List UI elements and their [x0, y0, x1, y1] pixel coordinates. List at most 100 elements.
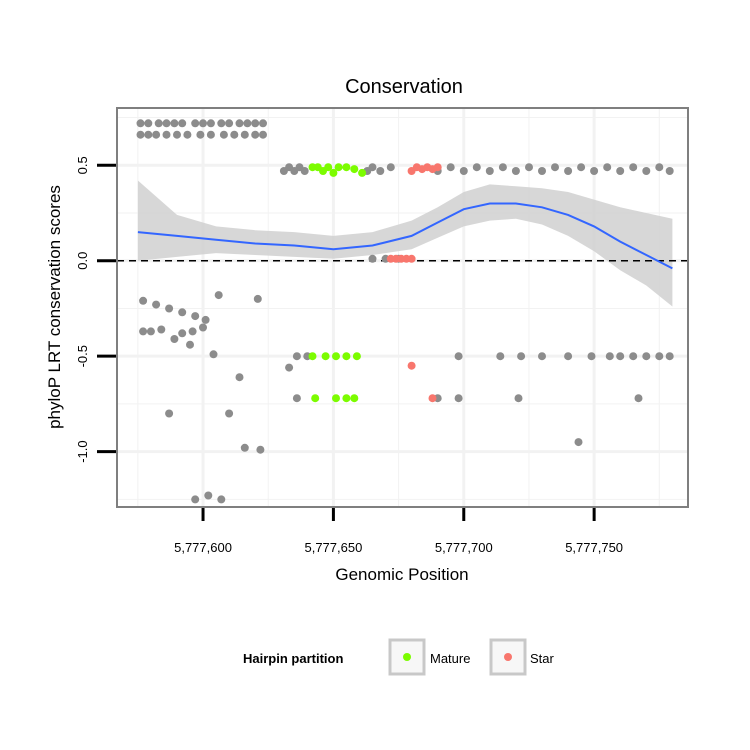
data-point-other — [642, 167, 651, 175]
data-point-other — [201, 315, 210, 324]
data-point-other — [225, 119, 234, 128]
data-point-mature — [350, 394, 359, 403]
data-point-other — [178, 308, 187, 317]
data-point-other — [629, 352, 638, 361]
data-point-other — [655, 163, 664, 172]
data-point-other — [191, 119, 200, 128]
x-axis: 5,777,600 5,777,650 5,777,700 5,777,750 — [174, 508, 623, 555]
data-point-other — [144, 130, 153, 139]
data-point-other — [564, 167, 573, 175]
data-point-other — [259, 119, 267, 128]
data-point-other — [235, 373, 244, 382]
data-point-star — [407, 361, 416, 370]
data-point-star — [428, 394, 437, 403]
data-point-mature — [324, 163, 333, 172]
data-point-other — [251, 119, 260, 128]
y-axis: -1.0 -0.5 0.0 0.5 — [75, 156, 116, 463]
data-point-other — [498, 163, 507, 172]
data-point-other — [162, 130, 171, 139]
x-tick-label: 5,777,650 — [304, 540, 362, 555]
data-point-mature — [342, 163, 351, 172]
data-point-other — [538, 352, 546, 361]
data-point-mature — [308, 352, 317, 361]
data-point-other — [235, 119, 244, 128]
data-point-other — [629, 163, 638, 172]
data-point-other — [605, 352, 614, 361]
data-point-other — [472, 163, 481, 172]
x-tick-label: 5,777,700 — [435, 540, 493, 555]
data-point-other — [173, 130, 181, 139]
data-point-other — [587, 352, 596, 361]
data-point-other — [517, 352, 526, 361]
data-point-other — [616, 167, 625, 175]
data-point-other — [485, 167, 494, 175]
data-point-other — [240, 130, 249, 139]
data-point-other — [154, 119, 163, 128]
data-point-mature — [342, 352, 351, 361]
data-point-other — [514, 394, 523, 403]
data-point-other — [496, 352, 505, 361]
data-point-other — [243, 119, 252, 128]
data-point-other — [144, 119, 153, 128]
legend-item-mature: Mature — [388, 638, 470, 676]
panel-border — [116, 107, 689, 508]
legend-title: Hairpin partition — [243, 651, 343, 666]
data-point-other — [225, 409, 234, 418]
data-point-other — [376, 167, 385, 175]
data-point-other — [292, 394, 301, 403]
points-layer — [136, 119, 674, 504]
legend-label-star: Star — [530, 651, 555, 666]
data-point-other — [206, 130, 215, 139]
y-tick-label: 0.0 — [75, 252, 90, 270]
data-point-other — [191, 312, 200, 321]
data-point-other — [259, 130, 267, 139]
data-point-other — [191, 495, 200, 504]
data-point-other — [446, 163, 455, 172]
data-point-other — [196, 130, 205, 139]
data-point-other — [300, 167, 309, 175]
data-point-other — [634, 394, 643, 403]
plot-panel — [116, 107, 689, 508]
data-point-other — [136, 119, 145, 128]
data-point-other — [240, 443, 249, 452]
data-point-other — [157, 325, 166, 334]
y-tick-label: 0.5 — [75, 156, 90, 174]
data-point-other — [665, 167, 674, 175]
data-point-other — [386, 163, 395, 172]
confidence-ribbon-layer — [137, 180, 673, 307]
y-axis-title: phyloP LRT conservation scores — [45, 185, 64, 429]
data-point-other — [253, 294, 262, 303]
data-point-other — [186, 340, 194, 349]
data-point-other — [152, 130, 161, 139]
data-point-other — [525, 163, 533, 172]
data-point-other — [162, 119, 171, 128]
data-point-other — [292, 352, 301, 361]
data-point-other — [183, 130, 192, 139]
data-point-other — [368, 163, 377, 172]
data-point-other — [603, 163, 612, 172]
data-point-other — [188, 327, 197, 336]
data-point-mature — [358, 168, 367, 177]
data-point-other — [178, 329, 187, 338]
data-point-mature — [332, 394, 340, 403]
data-point-other — [139, 296, 148, 305]
legend-item-star: Star — [489, 638, 555, 676]
legend-label-mature: Mature — [430, 651, 470, 666]
data-point-other — [454, 394, 463, 403]
data-point-other — [217, 495, 226, 504]
data-point-other — [251, 130, 260, 139]
data-point-other — [616, 352, 625, 361]
data-point-mature — [342, 394, 351, 403]
data-point-other — [199, 119, 207, 128]
legend: Hairpin partition Mature Star — [243, 638, 555, 676]
data-point-other — [219, 130, 228, 139]
smooth-trend-line — [137, 202, 673, 270]
data-point-other — [665, 352, 674, 361]
data-point-other — [538, 167, 546, 175]
data-point-other — [204, 491, 213, 500]
y-tick-label: -0.5 — [75, 345, 90, 367]
data-point-mature — [352, 352, 361, 361]
data-point-star — [433, 163, 442, 172]
data-point-other — [178, 119, 187, 128]
